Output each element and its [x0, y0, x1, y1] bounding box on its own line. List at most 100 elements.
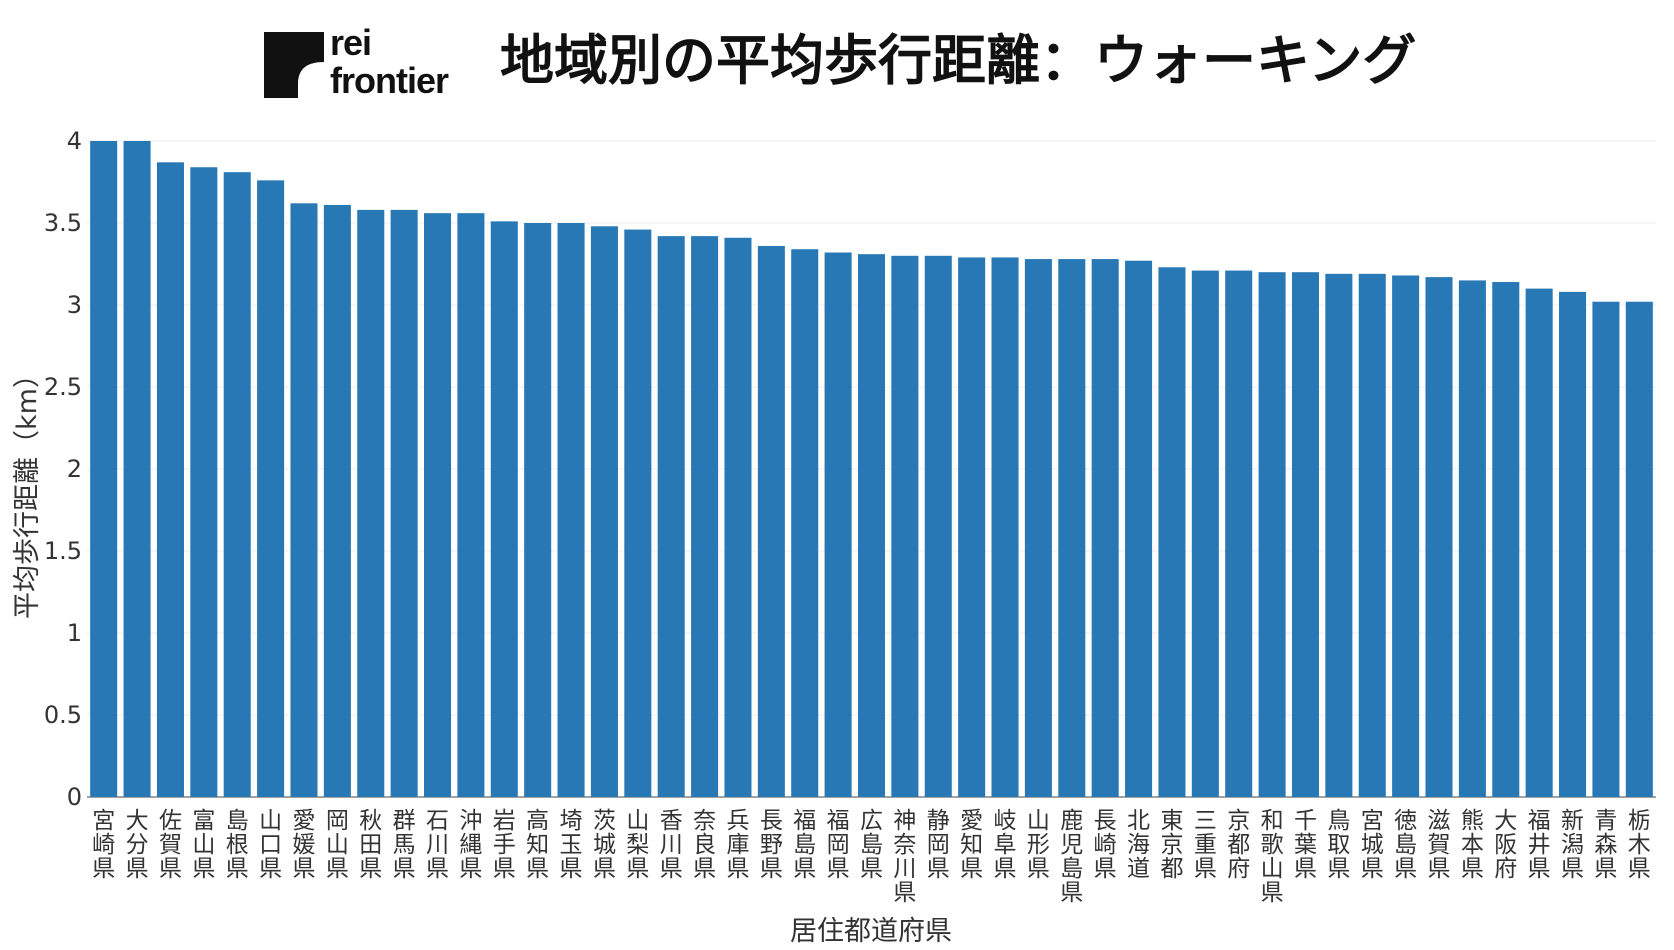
bar — [190, 167, 218, 798]
x-tick-label: 新潟県 — [1561, 808, 1584, 882]
x-tick-label: 青森県 — [1594, 808, 1617, 882]
x-tick-label: 広島県 — [860, 808, 883, 882]
x-tick-label: 石川県 — [426, 808, 449, 882]
x-tick-label: 東京都 — [1160, 808, 1183, 882]
bar — [1125, 260, 1153, 798]
x-tick-label: 福井県 — [1528, 808, 1551, 882]
bar — [1325, 273, 1353, 798]
x-tick-label: 福島県 — [793, 808, 816, 882]
x-tick-label: 岡山県 — [326, 808, 349, 882]
x-tick-label: 鹿児島県 — [1060, 808, 1083, 906]
bar — [857, 254, 886, 797]
y-axis-title: 平均歩行距離（km） — [12, 361, 43, 619]
x-tick-label: 和歌山県 — [1261, 808, 1284, 906]
bar — [1191, 270, 1219, 797]
x-tick-label: 北海道 — [1127, 808, 1150, 882]
logo-mark-icon — [264, 32, 324, 98]
x-tick-label: 三重県 — [1194, 808, 1217, 882]
x-tick-label: 佐賀県 — [159, 808, 182, 882]
bar — [290, 203, 318, 797]
y-tick-label: 0.5 — [44, 701, 82, 729]
bar — [657, 236, 685, 797]
bar — [1625, 301, 1653, 797]
x-tick-label: 秋田県 — [359, 808, 382, 882]
y-tick-label: 2 — [67, 455, 82, 483]
x-tick-label: 徳島県 — [1394, 808, 1417, 882]
x-tick-label: 大分県 — [126, 808, 149, 882]
bar — [1258, 272, 1286, 797]
bar — [156, 162, 184, 797]
bar — [1158, 267, 1186, 797]
x-tick-label: 京都府 — [1227, 808, 1250, 882]
y-tick-label: 2.5 — [44, 373, 82, 401]
bar — [123, 141, 151, 797]
x-tick-label: 長野県 — [760, 808, 783, 882]
bar — [824, 252, 852, 797]
bar — [323, 204, 351, 797]
x-tick-label: 愛媛県 — [292, 808, 315, 882]
bar — [991, 257, 1019, 797]
x-tick-label: 沖縄県 — [459, 808, 482, 882]
bar — [90, 141, 118, 797]
bar — [1058, 259, 1086, 798]
x-tick-label: 埼玉県 — [560, 808, 583, 882]
x-tick-label: 山口県 — [259, 808, 282, 882]
x-tick-label: 島根県 — [226, 808, 249, 882]
bar — [557, 223, 585, 797]
x-tick-label: 静岡県 — [927, 808, 950, 882]
x-tick-label: 大阪府 — [1494, 808, 1517, 882]
logo-wordmark: rei frontier — [330, 22, 449, 101]
bar — [1091, 259, 1119, 798]
bar — [1392, 275, 1420, 798]
x-tick-label: 岐阜県 — [994, 808, 1017, 882]
bar — [1024, 259, 1052, 798]
y-axis-ticks: 0 0.5 1 1.5 2 2.5 3 3.5 4 — [44, 127, 82, 811]
x-tick-label: 高知県 — [526, 808, 549, 882]
bar — [1559, 291, 1587, 797]
x-tick-label: 鳥取県 — [1327, 808, 1350, 882]
bars — [90, 141, 1653, 798]
bar — [757, 245, 785, 797]
x-tick-label: 長崎県 — [1094, 808, 1117, 882]
logo-line-1: rei — [330, 22, 372, 63]
logo-line-2: frontier — [330, 60, 449, 101]
bar — [1492, 282, 1520, 797]
y-tick-label: 3.5 — [44, 209, 82, 237]
bar — [624, 229, 652, 797]
bar — [1525, 288, 1553, 797]
y-tick-label: 1 — [67, 619, 82, 647]
bar — [490, 221, 518, 798]
bar — [791, 249, 819, 798]
x-tick-label: 神奈川県 — [893, 808, 916, 906]
bar — [457, 213, 485, 797]
y-tick-label: 3 — [67, 291, 82, 319]
bar — [390, 209, 418, 797]
x-tick-label: 宮城県 — [1361, 808, 1384, 882]
bar — [257, 180, 285, 798]
x-tick-label: 富山県 — [192, 808, 215, 882]
bar — [524, 223, 552, 797]
bar — [958, 257, 986, 797]
y-tick-label: 1.5 — [44, 537, 82, 565]
bar — [590, 226, 618, 797]
bar — [424, 213, 452, 797]
x-axis-ticks: 宮崎県大分県佐賀県富山県島根県山口県愛媛県岡山県秋田県群馬県石川県沖縄県岩手県高… — [92, 808, 1651, 906]
chart-title: 地域別の平均歩行距離：ウォーキング — [500, 29, 1417, 92]
x-tick-label: 栃木県 — [1628, 808, 1651, 882]
x-tick-label: 奈良県 — [693, 808, 716, 882]
bar — [1358, 273, 1386, 798]
x-tick-label: 熊本県 — [1461, 808, 1484, 882]
bar — [1592, 301, 1620, 797]
x-tick-label: 兵庫県 — [726, 808, 749, 882]
x-tick-label: 群馬県 — [393, 808, 416, 882]
x-tick-label: 山形県 — [1027, 808, 1050, 882]
brand-logo: rei frontier — [264, 24, 474, 100]
x-tick-label: 香川県 — [660, 808, 683, 882]
x-tick-label: 滋賀県 — [1428, 808, 1451, 882]
bar — [357, 209, 385, 797]
y-tick-label: 4 — [67, 127, 82, 155]
bar — [1425, 277, 1453, 797]
x-tick-label: 岩手県 — [493, 808, 516, 882]
bar — [1225, 270, 1253, 797]
